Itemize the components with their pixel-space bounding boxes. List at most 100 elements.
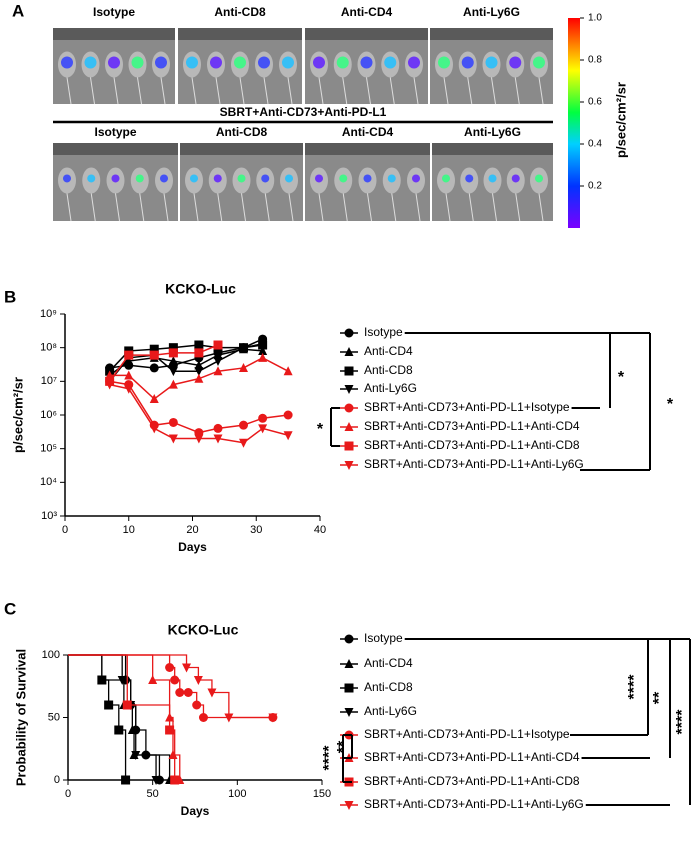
- legend-label: Anti-CD8: [364, 363, 413, 377]
- marker: [105, 380, 115, 390]
- marker: [182, 663, 192, 673]
- legend-label: Anti-CD8: [364, 680, 413, 694]
- tail: [287, 77, 293, 105]
- marker: [168, 343, 178, 353]
- chart-title: KCKO-Luc: [168, 622, 239, 638]
- survival-curve: [68, 654, 161, 780]
- signal: [210, 56, 222, 69]
- signal: [387, 174, 396, 183]
- y-tick-label: 10⁸: [40, 342, 57, 354]
- group-label: Anti-CD4: [342, 125, 394, 139]
- group-label: Isotype: [93, 5, 135, 19]
- signal: [535, 174, 543, 183]
- signal: [131, 56, 144, 69]
- tail: [163, 193, 169, 222]
- y-tick-label: 10⁵: [40, 443, 57, 455]
- signal: [285, 174, 293, 183]
- legend-label: SBRT+Anti-CD73+Anti-PD-L1+Anti-CD8: [364, 438, 580, 452]
- marker: [194, 434, 204, 444]
- signal: [63, 174, 71, 183]
- colorbar-tick-label: 0.2: [588, 181, 602, 192]
- signal: [465, 174, 474, 183]
- signal: [438, 56, 450, 69]
- marker: [224, 713, 234, 723]
- marker: [165, 725, 175, 735]
- signal: [261, 174, 270, 183]
- y-tick-label: 10⁶: [40, 409, 57, 421]
- legend-marker: [344, 422, 354, 432]
- marker: [168, 434, 178, 444]
- colorbar-tick-label: 0.8: [588, 55, 602, 66]
- marker: [258, 424, 268, 434]
- tail: [391, 193, 397, 222]
- significance: **: [651, 691, 668, 704]
- marker: [283, 366, 293, 376]
- x-tick-label: 0: [65, 788, 71, 800]
- legend-marker: [344, 347, 354, 357]
- tail: [139, 193, 145, 222]
- image-band: [180, 143, 303, 155]
- tail: [342, 193, 348, 222]
- x-tick-label: 100: [228, 788, 246, 800]
- legend-marker: [344, 707, 354, 717]
- x-tick-label: 10: [123, 524, 135, 536]
- marker: [170, 775, 180, 785]
- legend-marker: [344, 634, 354, 644]
- legend-label: Anti-Ly6G: [364, 381, 417, 395]
- x-axis-label: Days: [178, 540, 207, 554]
- tail: [241, 193, 246, 222]
- signal: [155, 56, 167, 69]
- legend-label: Anti-Ly6G: [364, 704, 417, 718]
- tail: [263, 77, 269, 105]
- marker: [213, 357, 223, 367]
- group-label: Anti-CD8: [216, 125, 268, 139]
- marker: [213, 366, 223, 376]
- signal: [111, 174, 120, 183]
- marker: [168, 367, 178, 377]
- tail: [413, 77, 419, 105]
- chart-title: KCKO-Luc: [165, 281, 236, 297]
- x-tick-label: 40: [314, 524, 326, 536]
- y-tick-label: 10⁹: [40, 308, 57, 320]
- marker: [213, 340, 223, 350]
- tail: [288, 193, 294, 222]
- signal: [87, 174, 96, 183]
- y-tick-label: 10⁷: [41, 375, 57, 387]
- panel-letter: C: [4, 599, 16, 618]
- tail: [66, 77, 72, 105]
- signal: [237, 174, 246, 183]
- marker: [192, 700, 202, 710]
- image-band: [178, 28, 302, 40]
- marker: [239, 362, 248, 372]
- marker: [194, 367, 204, 377]
- x-tick-label: 50: [147, 788, 159, 800]
- tail: [538, 77, 544, 105]
- marker: [117, 675, 127, 685]
- legend-label: SBRT+Anti-CD73+Anti-PD-L1+Anti-CD8: [364, 774, 580, 788]
- tail: [467, 77, 473, 105]
- group-label: Isotype: [94, 125, 136, 139]
- signal: [190, 174, 198, 183]
- legend-marker: [344, 384, 354, 394]
- x-tick-label: 20: [186, 524, 198, 536]
- marker: [104, 700, 114, 710]
- tail: [491, 77, 496, 105]
- legend-marker: [344, 683, 354, 693]
- survival-curve: [68, 654, 176, 780]
- legend-marker: [344, 800, 354, 810]
- marker: [283, 410, 293, 420]
- group-label: Anti-CD4: [341, 5, 393, 19]
- signal: [313, 56, 325, 69]
- marker: [213, 423, 223, 433]
- tail: [160, 77, 166, 105]
- marker: [258, 352, 268, 362]
- tail: [514, 77, 520, 105]
- tail: [318, 77, 324, 105]
- marker: [97, 675, 107, 685]
- marker: [198, 713, 208, 722]
- legend-label: Isotype: [364, 631, 403, 645]
- marker: [258, 339, 268, 349]
- y-tick-label: 100: [42, 649, 60, 661]
- group-label: Anti-Ly6G: [463, 5, 520, 19]
- tail: [66, 193, 72, 222]
